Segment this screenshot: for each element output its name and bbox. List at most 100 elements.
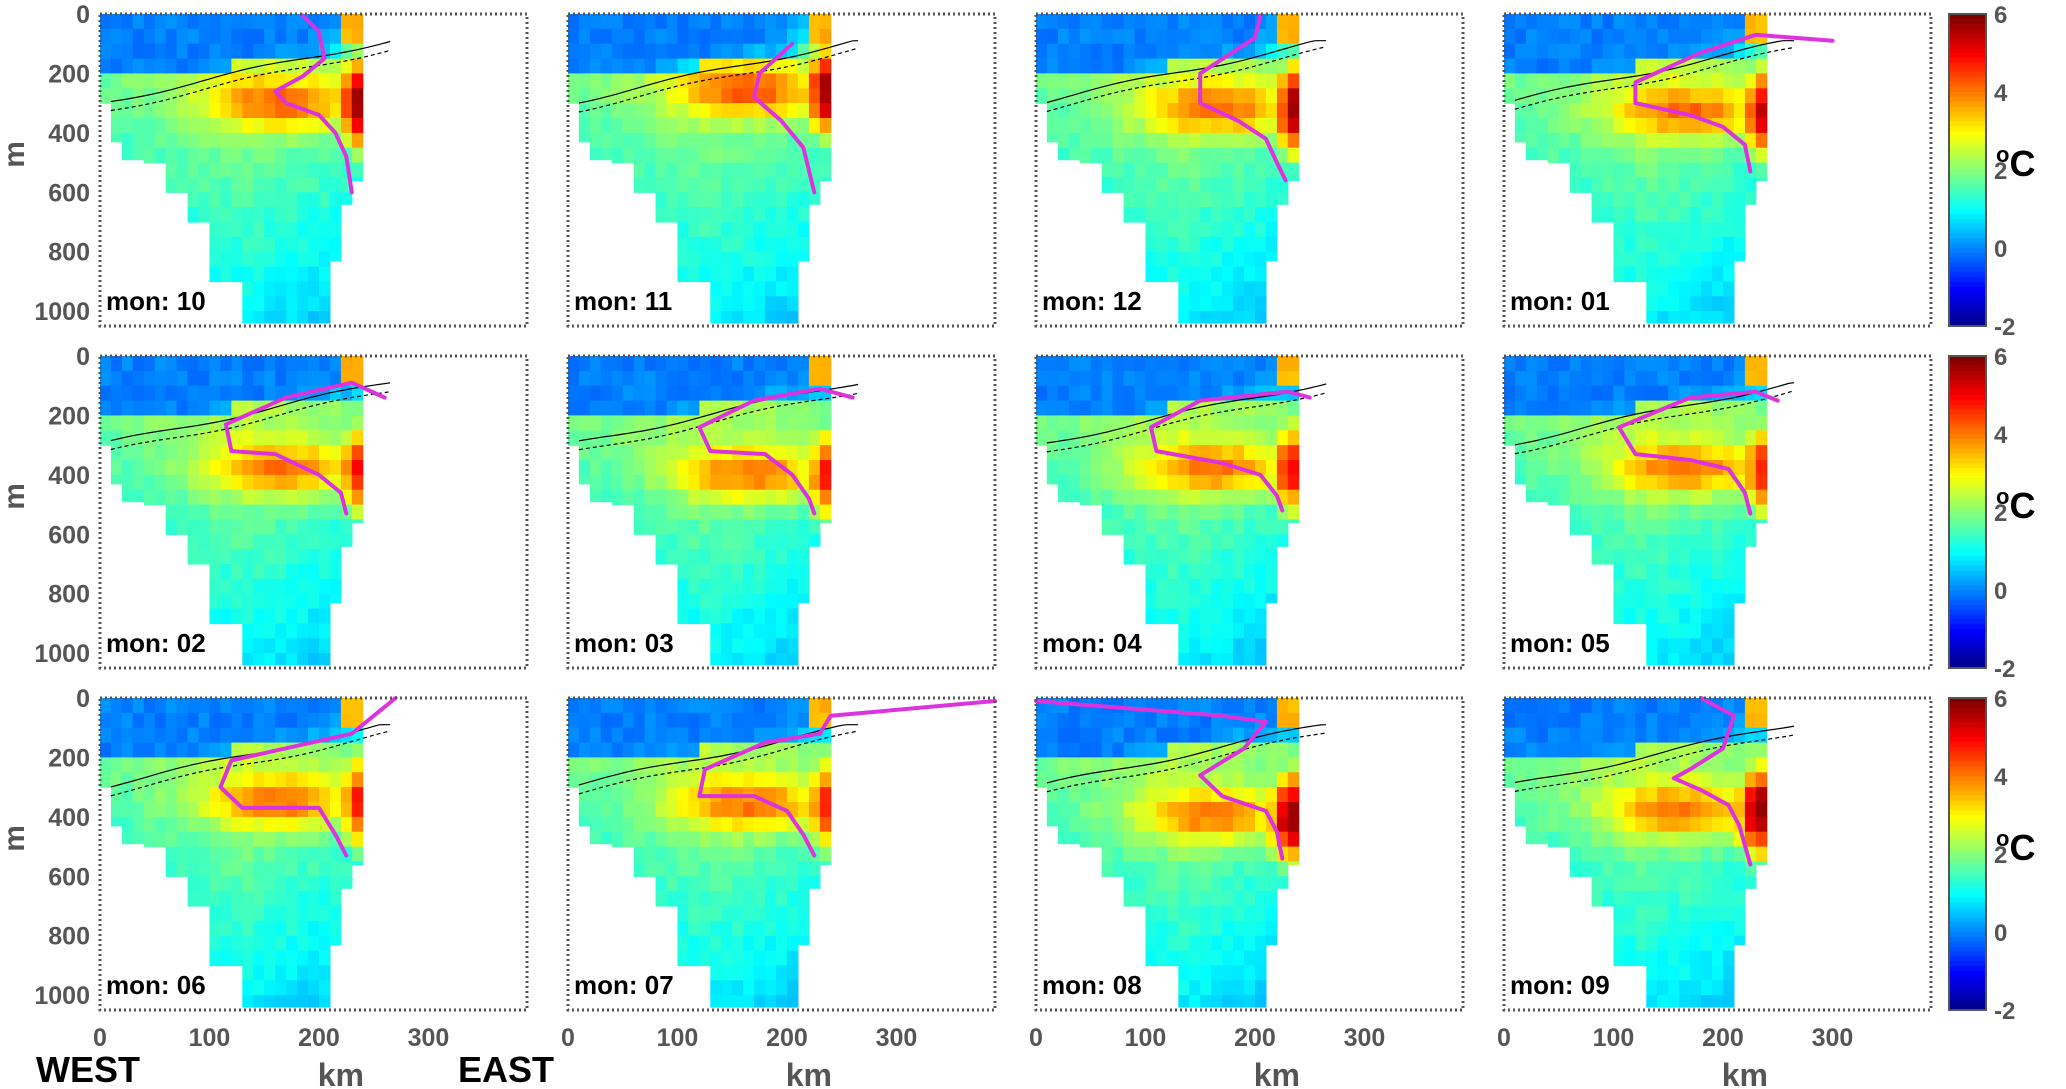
heatmap-cell <box>1057 370 1070 387</box>
heatmap-cell <box>677 698 689 714</box>
heatmap-cell <box>1167 802 1179 818</box>
heatmap-cell <box>611 787 624 803</box>
heatmap-cell <box>1265 772 1278 788</box>
heatmap-cell <box>1514 772 1527 788</box>
heatmap-cell <box>308 281 320 297</box>
surface-mask <box>929 698 941 725</box>
heatmap-cell <box>1046 802 1059 818</box>
heatmap-cell <box>776 356 788 372</box>
heatmap-cell <box>209 43 221 60</box>
heatmap-cell <box>797 578 810 595</box>
heatmap-cell <box>568 73 580 89</box>
heatmap-cell <box>198 861 210 877</box>
heatmap-cell <box>351 147 364 164</box>
heatmap-cell <box>329 578 342 595</box>
heatmap-cell <box>209 698 221 714</box>
heatmap-cell <box>1679 147 1691 164</box>
heatmap-cell <box>1233 445 1245 461</box>
heatmap-cell <box>297 757 309 773</box>
heatmap-cell <box>1536 698 1549 714</box>
colorbar-segment <box>1949 648 1986 655</box>
heatmap-cell <box>732 311 744 324</box>
heatmap-cell <box>1723 935 1735 952</box>
heatmap-cell <box>110 445 123 461</box>
heatmap-cell <box>264 370 276 387</box>
heatmap-cell <box>1657 58 1669 75</box>
heatmap-cell <box>187 772 200 788</box>
heatmap-cell <box>132 802 145 818</box>
heatmap-cell <box>1211 385 1223 402</box>
heatmap-cell <box>808 162 821 179</box>
heatmap-cell <box>1646 816 1658 833</box>
heatmap-cell <box>209 816 221 833</box>
heatmap-cell <box>1624 906 1636 922</box>
heatmap-cell <box>143 14 156 30</box>
heatmap-cell <box>220 88 232 104</box>
heatmap-cell <box>1514 103 1527 119</box>
heatmap-cell <box>1504 400 1516 417</box>
heatmap-cell <box>1613 222 1625 238</box>
heatmap-cell <box>1558 460 1571 476</box>
heatmap-cell <box>699 906 711 922</box>
heatmap-cell <box>743 385 755 402</box>
heatmap-cell <box>787 415 799 431</box>
heatmap-cell <box>1525 400 1538 417</box>
isopycnal-line-solid <box>578 724 859 786</box>
heatmap-cell <box>132 772 145 788</box>
heatmap-cell <box>589 356 602 372</box>
heatmap-cell <box>1635 742 1647 759</box>
heatmap-cell <box>710 534 722 550</box>
heatmap-cell <box>1189 370 1201 387</box>
heatmap-cell <box>1101 147 1114 164</box>
heatmap-cell <box>677 846 689 863</box>
heatmap-cell <box>1690 742 1702 759</box>
heatmap-cell <box>1046 132 1059 143</box>
heatmap-cell <box>132 831 145 845</box>
heatmap-cell <box>1657 28 1669 45</box>
heatmap-cell <box>275 980 287 996</box>
heatmap-cell <box>600 88 613 104</box>
heatmap-cell <box>1657 980 1669 996</box>
heatmap-cell <box>1112 88 1125 104</box>
heatmap-cell <box>1547 787 1560 803</box>
heatmap-cell <box>1723 118 1735 134</box>
heatmap-cell <box>329 207 342 223</box>
heatmap-cell <box>1514 14 1527 30</box>
heatmap-cell <box>1178 653 1190 666</box>
heatmap-cell <box>1046 400 1059 417</box>
heatmap-cell <box>1668 311 1680 324</box>
heatmap-cell <box>797 370 810 387</box>
heatmap-cell <box>297 950 309 967</box>
heatmap-cell <box>198 118 210 134</box>
heatmap-cell <box>308 995 320 1008</box>
heatmap-cell <box>1668 891 1680 907</box>
heatmap-cell <box>308 831 320 848</box>
heatmap-cell <box>1723 698 1735 714</box>
heatmap-cell <box>209 757 221 773</box>
heatmap-cell <box>600 43 613 60</box>
heatmap-cell <box>1580 802 1593 818</box>
heatmap-cell <box>819 460 832 476</box>
heatmap-cell <box>1178 296 1190 312</box>
heatmap-cell <box>1679 222 1691 238</box>
heatmap-cell <box>1701 103 1713 119</box>
heatmap-cell <box>220 266 232 283</box>
heatmap-cells <box>1036 698 1464 1008</box>
heatmap-cell <box>655 177 668 193</box>
heatmap-cell <box>1079 103 1092 119</box>
heatmap-cell <box>1222 549 1234 565</box>
heatmap-cell <box>1145 103 1157 119</box>
heatmap-cell <box>1536 43 1549 60</box>
heatmap-cell <box>143 132 156 149</box>
heatmap-cell <box>578 28 591 45</box>
heatmap-cell <box>1668 712 1680 729</box>
heatmap-cell <box>743 935 755 952</box>
colorbar-segment <box>1949 174 1986 181</box>
heatmap-cell <box>1569 727 1582 744</box>
heatmap-cell <box>808 14 821 30</box>
heatmap-cell <box>787 460 799 476</box>
surface-mask <box>1854 14 1866 41</box>
heatmap-cell <box>666 772 678 788</box>
heatmap-cell <box>797 236 810 253</box>
heatmap-cell <box>1211 118 1223 134</box>
